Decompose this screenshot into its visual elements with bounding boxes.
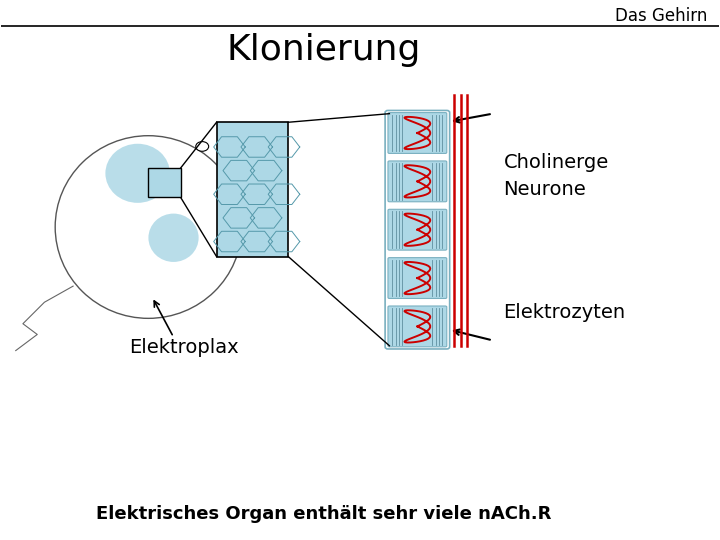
Ellipse shape	[148, 214, 199, 262]
Text: Klonierung: Klonierung	[227, 33, 421, 67]
FancyBboxPatch shape	[388, 258, 447, 299]
Ellipse shape	[55, 136, 242, 319]
FancyBboxPatch shape	[388, 161, 447, 202]
Text: Elektrisches Organ enthält sehr viele nACh.R: Elektrisches Organ enthält sehr viele nA…	[96, 505, 552, 523]
Text: Cholinerge: Cholinerge	[503, 153, 608, 172]
FancyBboxPatch shape	[217, 122, 288, 256]
Text: Elektrozyten: Elektrozyten	[503, 303, 626, 322]
Text: Das Gehirn: Das Gehirn	[616, 8, 708, 25]
Bar	[148, 168, 181, 198]
Ellipse shape	[196, 141, 209, 151]
Ellipse shape	[105, 144, 170, 203]
FancyBboxPatch shape	[388, 210, 447, 250]
Text: Elektroplax: Elektroplax	[130, 339, 239, 357]
FancyBboxPatch shape	[388, 306, 447, 347]
Text: Neurone: Neurone	[503, 180, 586, 199]
FancyBboxPatch shape	[388, 113, 447, 153]
